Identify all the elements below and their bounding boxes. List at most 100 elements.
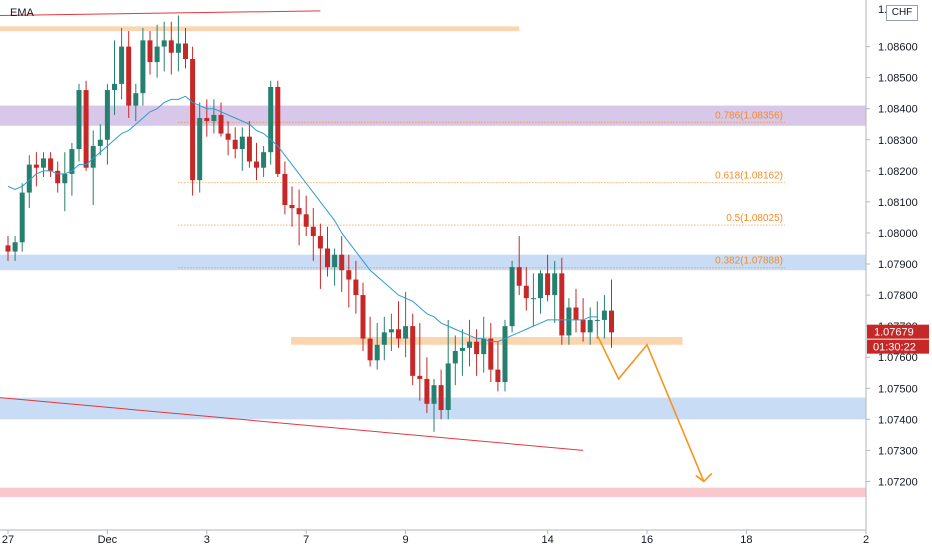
candle-body — [218, 114, 224, 134]
trendline — [0, 397, 584, 451]
candle-body — [509, 267, 515, 327]
candle-body — [367, 338, 373, 361]
candle-body — [275, 86, 281, 174]
price-tick-label: 1.08200 — [878, 166, 918, 178]
time-tick-label: 27 — [2, 534, 14, 546]
fib-level-label: 0.618(1.08162) — [715, 171, 783, 182]
candle-body — [580, 319, 586, 333]
candle-body — [147, 40, 153, 63]
candle-body — [225, 133, 231, 140]
candle-body — [232, 139, 238, 150]
candle-body — [168, 40, 174, 53]
price-tick-label: 1.07400 — [878, 414, 918, 426]
price-tick-label: 1.08600 — [878, 42, 918, 54]
candle-body — [346, 270, 352, 280]
candle-body — [353, 279, 359, 296]
candle-body — [41, 158, 46, 168]
candle-body — [438, 385, 444, 411]
candle-body — [452, 350, 458, 364]
candle-body — [119, 46, 125, 84]
projection-path — [596, 335, 705, 482]
candle-body — [112, 83, 117, 91]
candle-body — [474, 341, 480, 355]
countdown-badge — [867, 339, 929, 354]
fib-level-label: 0.786(1.08356) — [715, 110, 783, 121]
candle-body — [48, 158, 54, 171]
candle-body — [587, 319, 593, 333]
candle-body — [552, 273, 558, 296]
candle-body — [502, 326, 508, 383]
ema-indicator-label[interactable]: EMA — [10, 7, 34, 19]
candle-body — [459, 347, 465, 351]
last-price-label: 1.07679 — [874, 327, 914, 339]
candle-body — [26, 164, 32, 193]
candle-body — [62, 173, 68, 184]
candle-body — [239, 136, 245, 150]
candle-body — [204, 118, 210, 122]
candle-body — [161, 40, 167, 47]
price-tick-label: 1.08300 — [878, 135, 918, 147]
time-tick-label: 7 — [303, 534, 309, 546]
candle-body — [594, 319, 600, 321]
candle-body — [566, 307, 572, 336]
candle-body — [601, 310, 607, 320]
candle-body — [417, 375, 423, 379]
candle-body — [254, 161, 259, 168]
time-tick-label: Dec — [98, 534, 118, 546]
candle-body — [97, 139, 103, 146]
candle-body — [76, 90, 82, 150]
trendline — [0, 10, 321, 17]
price-tick-label: 1.08100 — [878, 197, 918, 209]
candle-body — [289, 204, 295, 209]
price-tick-label: 1.08500 — [878, 73, 918, 85]
candle-body — [197, 118, 203, 181]
price-tick-label: 1.08400 — [878, 104, 918, 116]
candle-body — [317, 236, 323, 249]
price-tick-label: 1.07500 — [878, 383, 918, 395]
candle-body — [268, 86, 274, 153]
price-tick-label: 1.07200 — [878, 476, 918, 488]
fib-level-label: 0.382(1.07888) — [715, 256, 783, 267]
candle-body — [495, 369, 501, 383]
candle-body — [481, 338, 487, 355]
candle-body — [609, 310, 614, 333]
candle-body — [467, 341, 472, 348]
candle-body — [83, 90, 89, 168]
candle-body — [190, 59, 196, 181]
candle-body — [523, 285, 529, 299]
candle-body — [403, 326, 409, 339]
time-tick-label: 16 — [641, 534, 653, 546]
candle-body — [530, 298, 536, 300]
last-price-badge — [867, 324, 929, 339]
time-tick-label: 2 — [863, 534, 869, 546]
candle-body — [33, 164, 39, 168]
candle-body — [538, 273, 543, 299]
price-tick-label: 1.07600 — [878, 352, 918, 364]
candle-body — [573, 307, 579, 320]
candle-body — [126, 46, 132, 106]
zone-blue — [0, 254, 866, 271]
candle-body — [69, 149, 75, 174]
candle-body — [360, 295, 366, 339]
candle-body — [410, 326, 416, 376]
candle-body — [339, 254, 345, 271]
candle-body — [545, 273, 551, 296]
candle-body — [133, 93, 139, 106]
candle-body — [310, 226, 316, 237]
candle-body — [325, 248, 330, 268]
candle-body — [332, 254, 338, 268]
candle-body — [282, 173, 288, 205]
zone-blue — [0, 397, 866, 420]
time-tick-label: 9 — [403, 534, 409, 546]
time-tick-label: 14 — [541, 534, 553, 546]
candle-body — [559, 273, 565, 336]
candle-body — [381, 332, 387, 345]
currency-selector[interactable]: CHF — [886, 5, 918, 21]
candle-body — [396, 329, 401, 339]
candle-body — [211, 114, 217, 122]
zone-red — [0, 487, 866, 497]
candle-body — [5, 245, 11, 252]
candle-body — [55, 170, 61, 184]
candle-body — [516, 267, 522, 286]
